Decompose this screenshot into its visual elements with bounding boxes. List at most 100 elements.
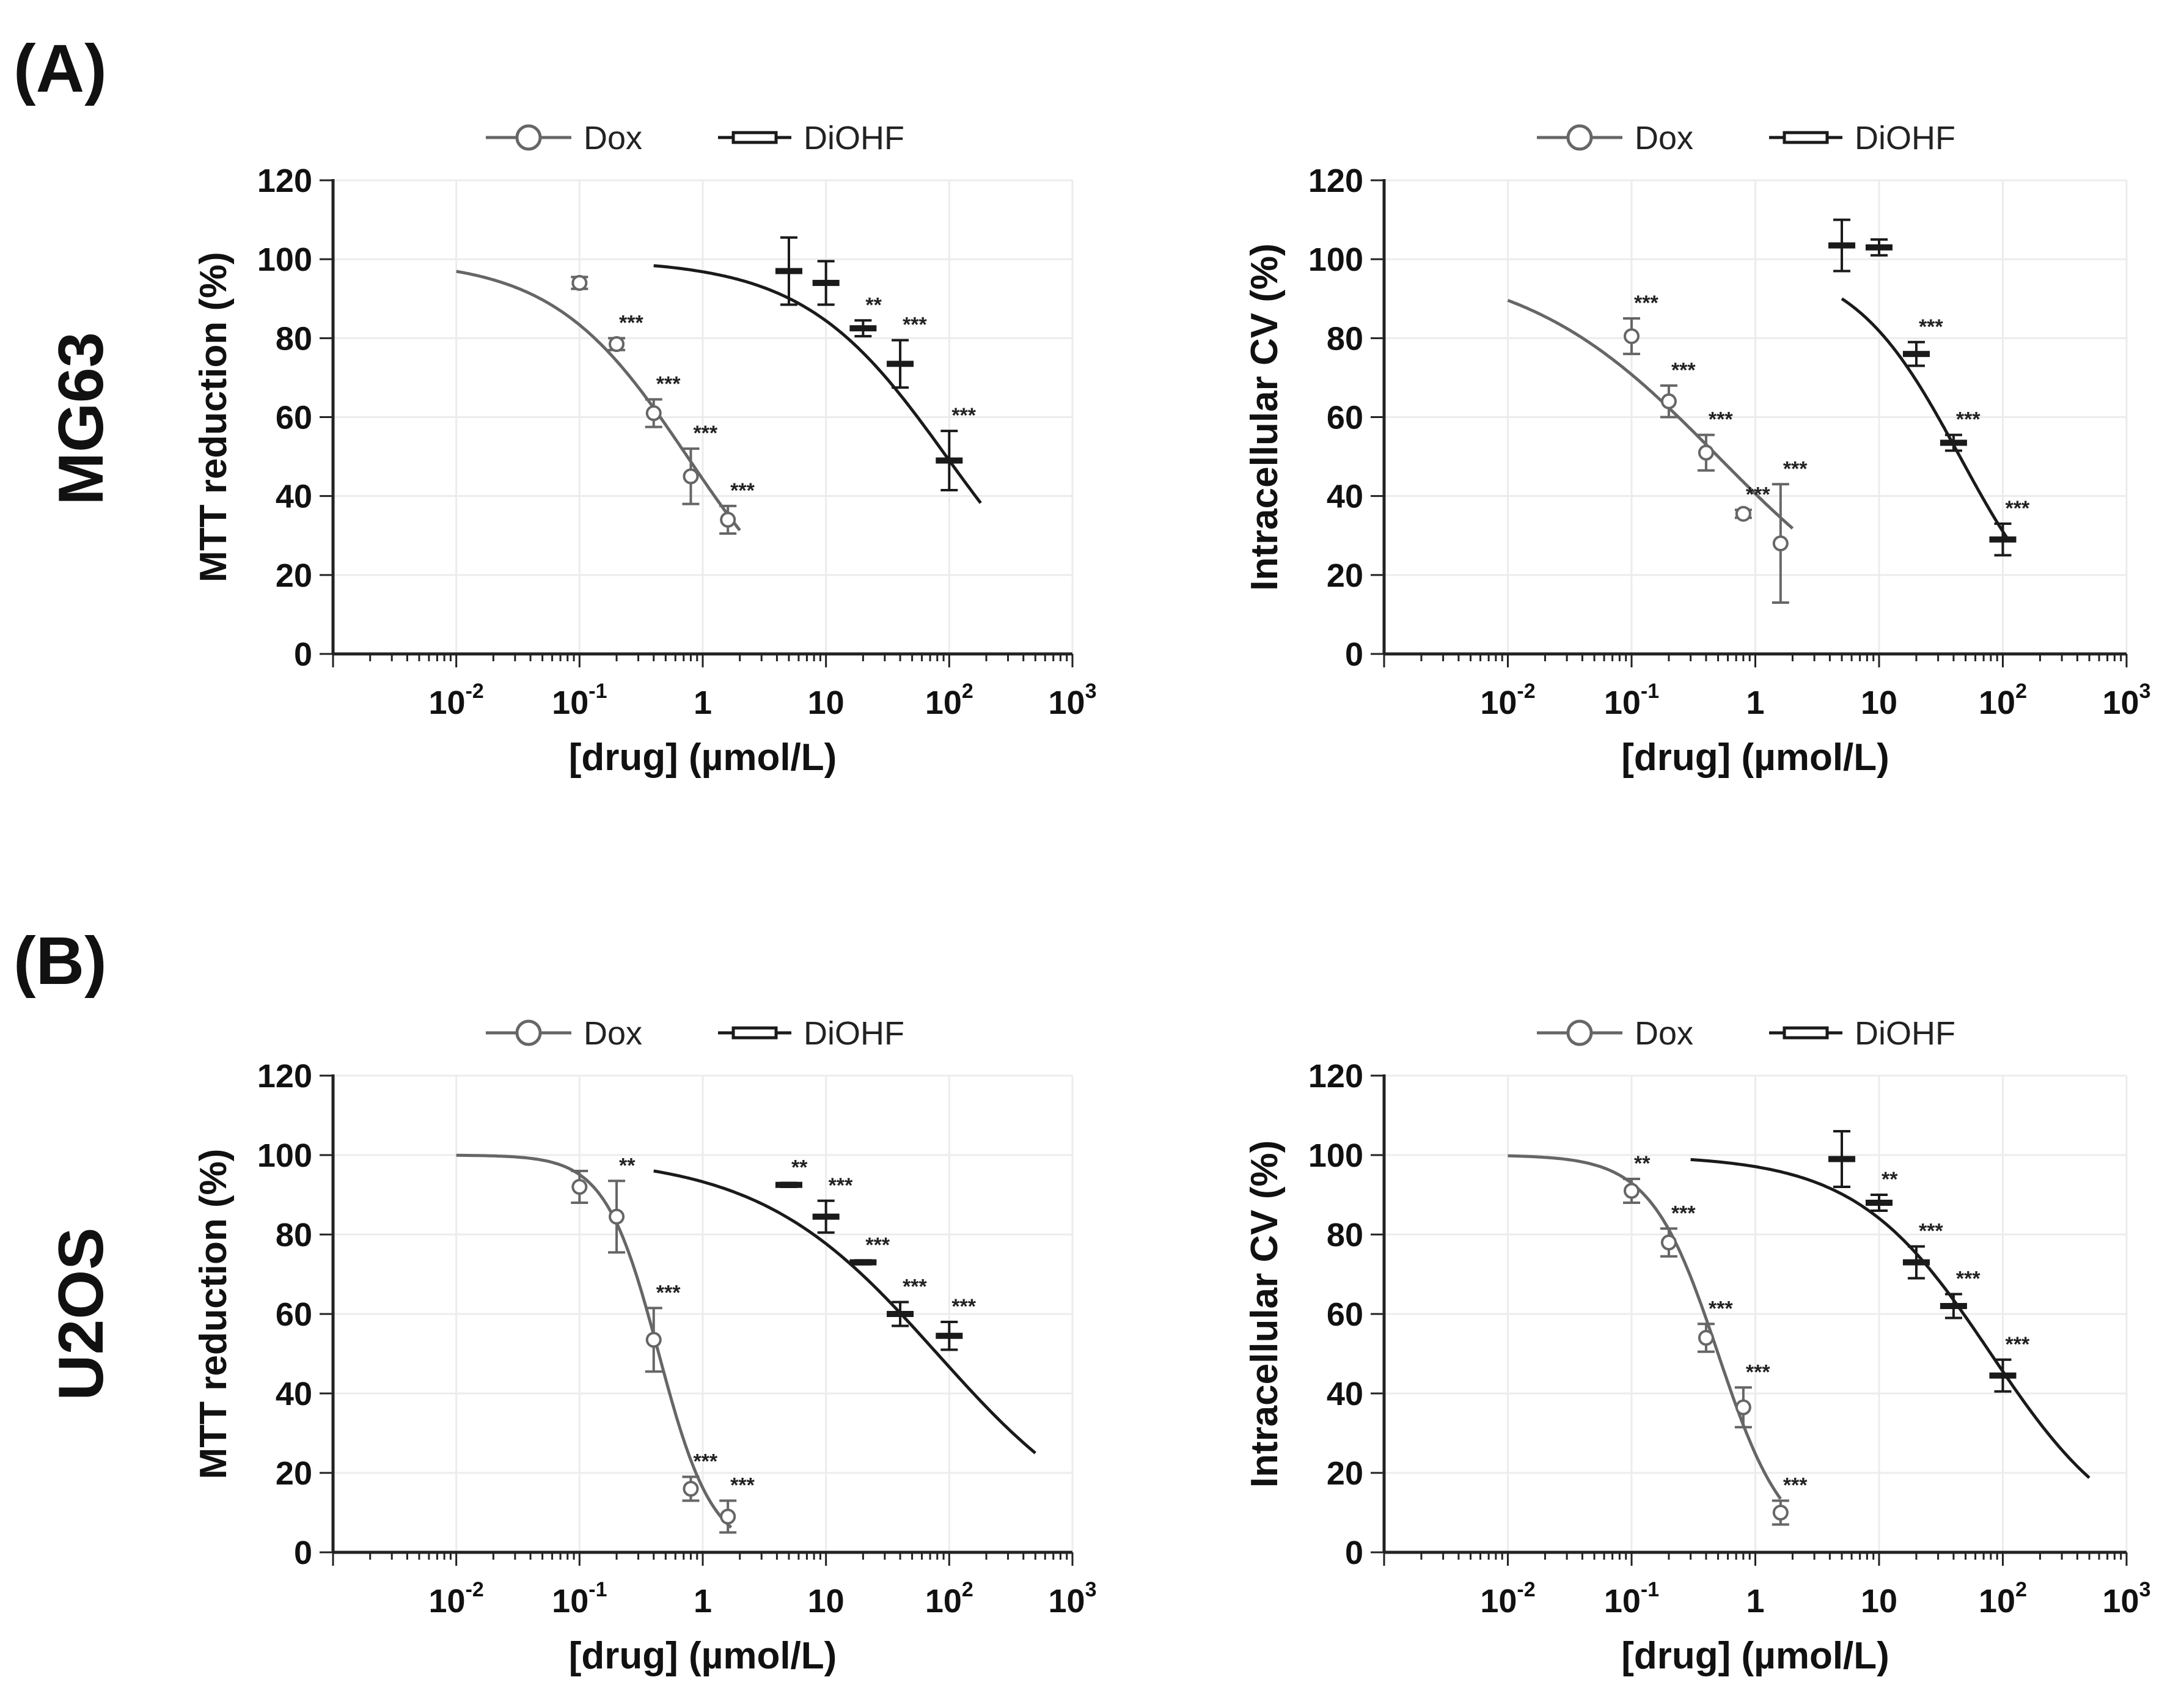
legend-diohf-marker xyxy=(731,131,778,144)
significance-marker: *** xyxy=(730,479,755,502)
data-point-diohf xyxy=(1902,1259,1930,1266)
y-tick-label: 20 xyxy=(276,1455,312,1492)
y-axis-title: Intracellular CV (%) xyxy=(1244,243,1286,590)
significance-marker: *** xyxy=(693,422,717,445)
series-diohf: *** *** *** xyxy=(1828,218,2030,557)
legend: Dox DiOHF xyxy=(486,1015,904,1052)
series-diohf: *********** xyxy=(1690,1130,2091,1479)
y-tick-label: 0 xyxy=(294,1535,312,1571)
y-tick-label: 20 xyxy=(276,557,312,594)
x-tick-label-exponent: 3 xyxy=(1085,680,1097,703)
x-tick-label: 10 xyxy=(1861,684,1897,721)
legend-diohf-label: DiOHF xyxy=(804,120,904,156)
y-tick-label: 20 xyxy=(1327,557,1363,594)
significance-marker: *** xyxy=(656,1281,681,1304)
y-tick-label: 120 xyxy=(257,1058,312,1095)
x-tick-label-exponent: 3 xyxy=(2139,1578,2151,1601)
significance-marker: ** xyxy=(1634,1152,1651,1175)
series-dox: *** *** *** *** xyxy=(456,270,755,535)
x-tick-label: 1 xyxy=(1746,684,1764,721)
data-point-diohf xyxy=(775,1181,802,1188)
significance-marker: *** xyxy=(1746,483,1770,506)
x-tick-label-exponent: 3 xyxy=(1085,1578,1097,1601)
x-tick-label-base: 10 xyxy=(1979,684,2015,721)
panel-letter-a: (A) xyxy=(13,31,107,106)
y-tick-label: 60 xyxy=(276,1296,312,1333)
x-tick-label: 1 xyxy=(694,1583,712,1620)
x-tick-label: 10-2 xyxy=(429,1578,484,1620)
x-tick-label-base: 10 xyxy=(552,1583,588,1620)
significance-marker: *** xyxy=(829,1174,853,1197)
significance-marker: *** xyxy=(1956,408,1981,431)
x-tick-label-base: 10 xyxy=(1604,684,1641,721)
data-point-diohf xyxy=(1940,439,1967,446)
x-tick-label: 10-1 xyxy=(552,1578,607,1620)
significance-marker: *** xyxy=(1919,315,1943,339)
x-tick-label-base: 10 xyxy=(1480,1583,1517,1620)
x-tick-label: 102 xyxy=(925,1578,973,1620)
legend-diohf-marker xyxy=(1783,131,1829,144)
x-tick-label: 1 xyxy=(1746,1583,1764,1620)
data-point-diohf xyxy=(887,1311,914,1317)
significance-marker: *** xyxy=(865,1233,890,1257)
data-point-dox xyxy=(683,468,699,485)
x-tick-label-exponent: -2 xyxy=(466,680,484,703)
y-tick-label: 120 xyxy=(1308,163,1363,199)
y-tick-label: 40 xyxy=(276,479,312,515)
x-tick-label-base: 10 xyxy=(429,1583,466,1620)
x-tick-label-base: 10 xyxy=(2103,684,2139,721)
legend-dox-label: Dox xyxy=(584,120,642,156)
x-tick-label: 1 xyxy=(694,684,712,721)
x-tick-label-exponent: 2 xyxy=(962,1578,973,1601)
fit-curve-dox xyxy=(1507,299,1794,530)
x-tick-label-base: 10 xyxy=(552,684,588,721)
x-tick-label-base: 10 xyxy=(1861,1583,1897,1620)
data-point-dox xyxy=(645,1332,662,1348)
x-tick-label-exponent: -2 xyxy=(1517,680,1535,703)
significance-marker: ** xyxy=(791,1156,808,1180)
x-tick-label-base: 1 xyxy=(1746,1583,1764,1620)
x-tick-label-base: 10 xyxy=(1049,1583,1085,1620)
x-tick-label-base: 1 xyxy=(1746,684,1764,721)
legend-diohf-label: DiOHF xyxy=(1855,1015,1955,1052)
data-point-dox xyxy=(609,336,625,353)
y-tick-label: 80 xyxy=(276,320,312,357)
x-tick-label-base: 10 xyxy=(1604,1583,1641,1620)
data-point-dox xyxy=(1660,1235,1677,1250)
data-point-diohf xyxy=(849,1259,877,1266)
significance-marker: *** xyxy=(1919,1220,1943,1243)
data-point-dox xyxy=(1624,1183,1640,1199)
x-tick-label-exponent: -1 xyxy=(1641,680,1659,703)
significance-marker: *** xyxy=(1634,292,1658,315)
x-tick-label: 10-2 xyxy=(429,680,484,721)
data-point-dox xyxy=(645,405,662,422)
legend-dox-label: Dox xyxy=(584,1015,642,1052)
y-tick-label: 80 xyxy=(1327,1217,1363,1253)
y-tick-label: 60 xyxy=(1327,1296,1363,1333)
legend-diohf-label: DiOHF xyxy=(804,1015,904,1052)
y-tick-label: 60 xyxy=(1327,400,1363,436)
data-point-dox xyxy=(1698,1330,1714,1346)
data-point-dox xyxy=(1735,505,1751,522)
significance-marker: *** xyxy=(1671,359,1696,382)
x-tick-label-exponent: 2 xyxy=(962,680,973,703)
y-tick-label: 40 xyxy=(1327,479,1363,515)
fit-curve-diohf xyxy=(1841,297,2009,540)
data-point-diohf xyxy=(812,1213,840,1220)
significance-marker: *** xyxy=(903,1275,927,1299)
x-axis-title: [drug] (µmol/L) xyxy=(1621,736,1889,779)
y-tick-label: 40 xyxy=(276,1376,312,1412)
y-axis-title: MTT reduction (%) xyxy=(192,252,235,582)
data-point-dox xyxy=(1624,328,1640,345)
data-point-diohf xyxy=(1866,244,1893,251)
series-dox: *** *** *** *** *** xyxy=(1507,292,1808,604)
significance-marker: *** xyxy=(2006,497,2030,520)
x-tick-label-base: 10 xyxy=(808,684,845,721)
x-tick-label-base: 1 xyxy=(694,684,712,721)
x-tick-label-exponent: -2 xyxy=(466,1578,484,1601)
